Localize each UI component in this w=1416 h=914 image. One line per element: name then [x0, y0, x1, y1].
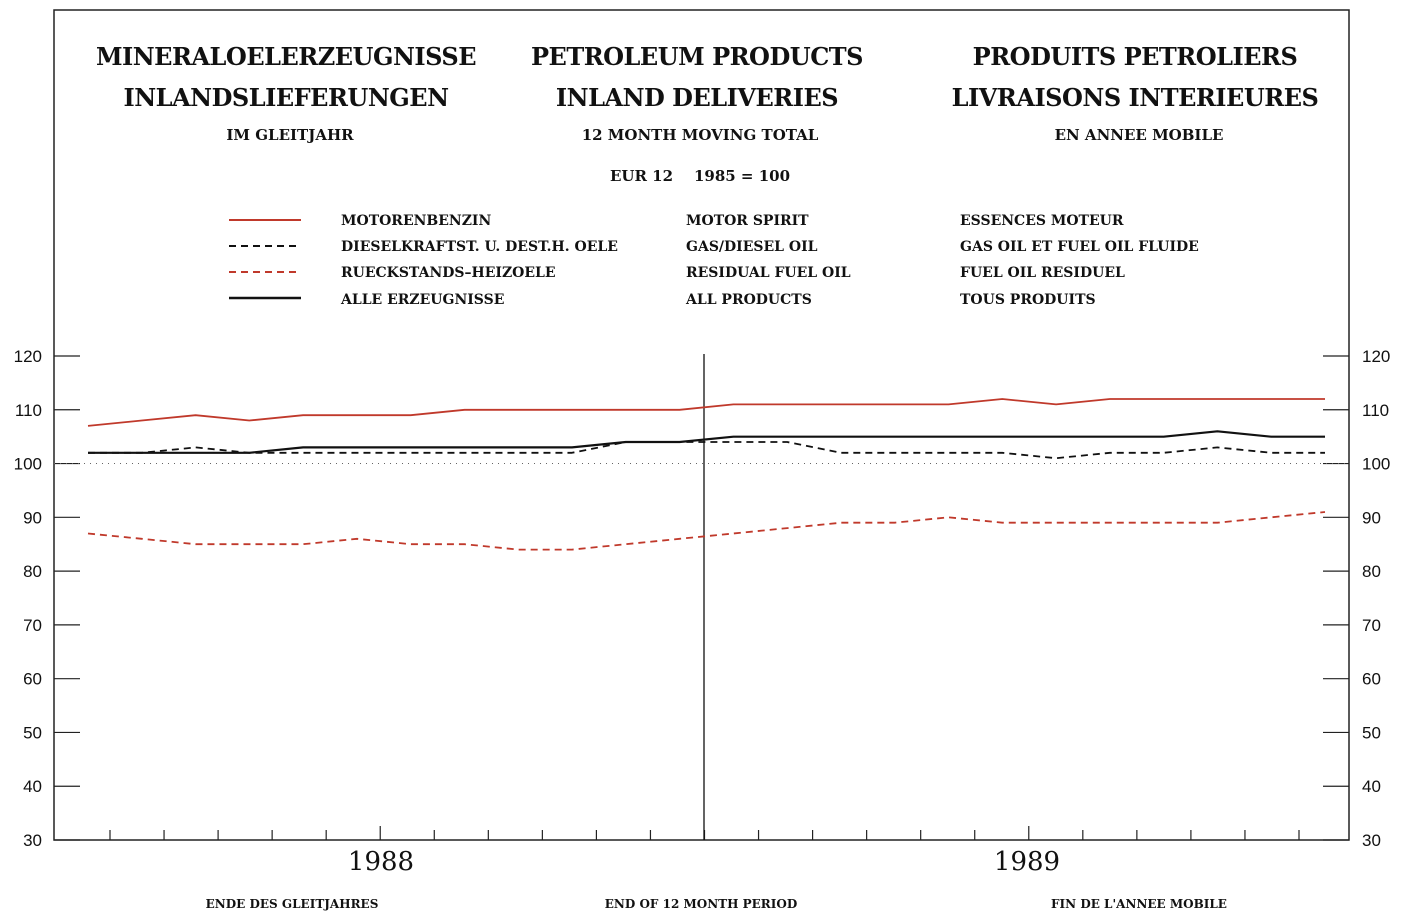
gas-diesel-oil-line [88, 441, 1325, 460]
legend-en-1: MOTOR SPIRIT [686, 213, 809, 229]
legend-en-2: GAS/DIESEL OIL [686, 239, 818, 255]
y-label-left-70: 70 [23, 616, 42, 635]
title-fr-line2: LIVRAISONS INTERIEURES [951, 83, 1319, 112]
legend-swatches [229, 219, 301, 300]
legend-en-3: RESIDUAL FUEL OIL [686, 265, 851, 281]
y-axis-labels: 30 30 40 40 50 50 60 60 70 70 80 80 90 90 100 100 110 110… [14, 347, 1391, 850]
subtitle-en: 12 MONTH MOVING TOTAL [581, 126, 819, 144]
title-de-line2: INLANDSLIEFERUNGEN [123, 83, 449, 112]
legend-fr-2: GAS OIL ET FUEL OIL FLUIDE [960, 239, 1199, 255]
legend-de-3: RUECKSTANDS–HEIZOELE [341, 265, 556, 281]
y-label-right-120: 120 [1362, 347, 1390, 366]
y-label-left-30: 30 [23, 831, 42, 850]
y-label-left-60: 60 [23, 670, 42, 689]
legend-de-4: ALLE ERZEUGNISSE [341, 292, 505, 308]
residual-fuel-oil-line [87, 511, 1326, 551]
legend-de-1: MOTORENBENZIN [341, 213, 492, 229]
outer-frame [53, 9, 1350, 841]
y-label-left-120: 120 [14, 347, 42, 366]
y-label-right-70: 70 [1362, 616, 1381, 635]
y-label-right-30: 30 [1362, 831, 1381, 850]
title-fr-line1: PRODUITS PETROLIERS [972, 42, 1298, 71]
y-label-left-50: 50 [23, 723, 42, 742]
legend-de-2: DIESELKRAFTST. U. DEST.H. OELE [341, 239, 618, 255]
y-label-left-100: 100 [14, 455, 42, 474]
axis-ticks [54, 354, 1349, 841]
y-label-right-90: 90 [1362, 508, 1381, 527]
base-label: EUR 12 1985 = 100 [609, 167, 791, 185]
subtitle-de: IM GLEITJAHR [226, 126, 354, 144]
y-label-right-80: 80 [1362, 562, 1381, 581]
y-label-left-80: 80 [23, 562, 42, 581]
y-label-left-110: 110 [15, 401, 42, 420]
title-en-line1: PETROLEUM PRODUCTS [530, 42, 864, 71]
legend-fr-1: ESSENCES MOTEUR [960, 213, 1124, 229]
title-en-line2: INLAND DELIVERIES [555, 83, 839, 112]
legend-en-4: ALL PRODUCTS [686, 292, 812, 308]
legend-fr-3: FUEL OIL RESIDUEL [960, 265, 1125, 281]
y-label-right-40: 40 [1362, 777, 1381, 796]
series-lines [87, 398, 1326, 551]
y-label-left-40: 40 [23, 777, 42, 796]
all-products-line [88, 430, 1325, 454]
year-label-1988: 1988 [347, 847, 415, 877]
subtitle-fr: EN ANNEE MOBILE [1054, 126, 1224, 144]
y-label-left-90: 90 [23, 508, 42, 527]
footer-en: END OF 12 MONTH PERIOD [604, 897, 798, 911]
y-label-right-110: 110 [1362, 401, 1389, 420]
y-label-right-100: 100 [1362, 455, 1390, 474]
footer-fr: FIN DE L'ANNEE MOBILE [1051, 897, 1227, 911]
y-label-right-60: 60 [1362, 670, 1381, 689]
year-label-1989: 1989 [993, 847, 1061, 877]
motor-spirit-line [87, 398, 1325, 427]
y-label-right-50: 50 [1362, 723, 1381, 742]
footer-de: ENDE DES GLEITJAHRES [205, 897, 379, 911]
legend-fr-4: TOUS PRODUITS [960, 292, 1096, 308]
title-de-line1: MINERALOELERZEUGNISSE [95, 42, 477, 71]
